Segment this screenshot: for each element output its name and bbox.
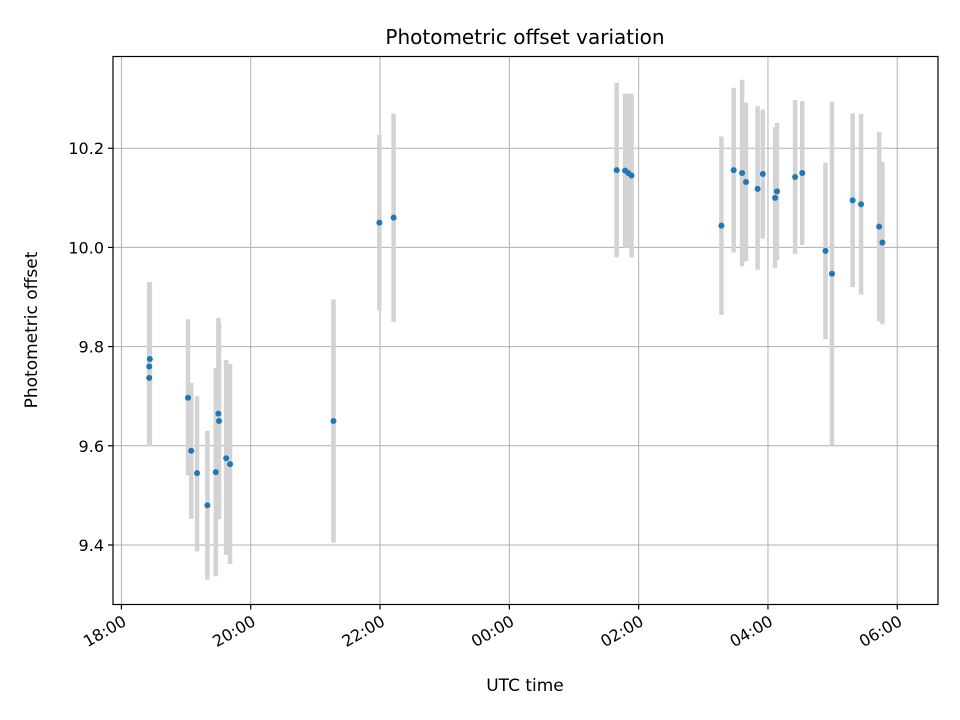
y-tick-label: 10.2: [68, 139, 104, 158]
y-axis-label: Photometric offset: [22, 251, 42, 408]
data-point: [146, 356, 153, 363]
data-point: [822, 247, 829, 254]
data-point: [376, 219, 383, 226]
data-point: [876, 223, 883, 230]
data-point: [204, 502, 211, 509]
data-point: [799, 170, 806, 177]
data-point: [759, 171, 766, 178]
data-point: [718, 222, 725, 229]
data-point: [858, 201, 865, 208]
data-point: [390, 214, 397, 221]
plot-area: [112, 55, 939, 606]
data-point: [223, 455, 230, 462]
data-point: [146, 363, 153, 370]
y-tick-label: 9.4: [79, 536, 104, 555]
x-axis-label: UTC time: [486, 676, 564, 696]
data-point: [188, 447, 195, 454]
data-point: [215, 410, 222, 417]
y-tick-label: 10.0: [68, 238, 104, 257]
data-point: [216, 418, 223, 425]
data-point: [628, 172, 635, 179]
data-point: [792, 174, 799, 181]
data-point: [730, 167, 737, 174]
data-point: [185, 394, 191, 401]
data-point: [194, 470, 201, 477]
data-point: [739, 170, 746, 177]
y-axis: 9.4 9.6 9.8 10.0 10.2: [68, 139, 113, 555]
data-point: [828, 270, 835, 277]
data-points: [146, 167, 886, 509]
y-tick-label: 9.8: [79, 338, 104, 357]
data-point: [613, 167, 620, 174]
data-point: [774, 188, 781, 195]
y-tick-label: 9.6: [79, 437, 104, 456]
data-point: [330, 418, 337, 425]
data-point: [212, 469, 219, 476]
data-point: [754, 185, 761, 192]
data-point: [849, 197, 856, 204]
data-point: [146, 374, 153, 381]
chart-title: Photometric offset variation: [385, 25, 664, 49]
data-point: [772, 194, 779, 201]
data-point: [879, 239, 886, 246]
data-point: [742, 178, 749, 185]
data-point: [227, 461, 234, 468]
